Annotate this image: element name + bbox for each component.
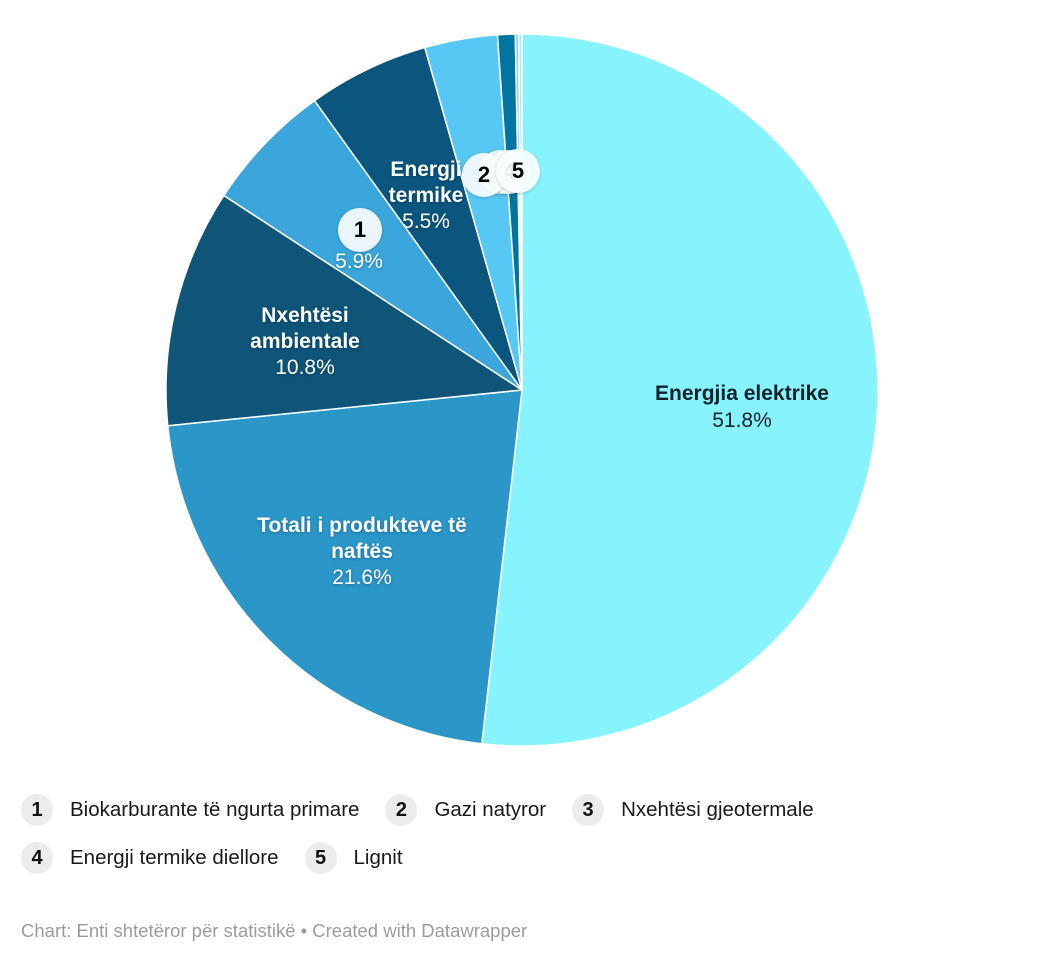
legend-label: Lignit xyxy=(353,846,403,869)
legend-label: Nxehtësi gjeotermale xyxy=(621,798,814,821)
legend-item-nxehtesi-gjeotermale: 3 Nxehtësi gjeotermale xyxy=(572,794,814,826)
pie-slice-3[interactable] xyxy=(165,194,523,427)
legend-number-2: 2 xyxy=(385,794,418,826)
legend-row-2: 4 Energji termike diellore 5 Lignit xyxy=(21,842,814,874)
legend-label: Gazi natyror xyxy=(434,798,547,821)
legend-item-lignit: 5 Lignit xyxy=(304,842,403,874)
pie-slice-1[interactable] xyxy=(481,33,879,747)
slice-marker-1: 1 xyxy=(338,208,382,252)
pie-chart xyxy=(165,33,879,747)
legend-number-5: 5 xyxy=(304,842,337,874)
pie-slice-9[interactable] xyxy=(517,33,523,391)
slice-marker-5: 5 xyxy=(496,149,540,193)
legend-number-4: 4 xyxy=(21,842,53,874)
legend-item-gazi-natyror: 2 Gazi natyror xyxy=(385,794,546,826)
legend-row-1: 1 Biokarburante të ngurta primare 2 Gazi… xyxy=(21,794,814,826)
legend-number-1: 1 xyxy=(21,794,53,826)
legend-label: Biokarburante të ngurta primare xyxy=(70,798,360,821)
legend-item-energji-termike-diellore: 4 Energji termike diellore xyxy=(21,842,279,874)
chart-footer: Chart: Enti shtetëror për statistikë • C… xyxy=(21,920,528,941)
legend-label: Energji termike diellore xyxy=(70,846,279,869)
legend: 1 Biokarburante të ngurta primare 2 Gazi… xyxy=(21,794,814,874)
legend-item-biokarburante: 1 Biokarburante të ngurta primare xyxy=(21,794,359,826)
legend-number-3: 3 xyxy=(572,794,605,826)
pie-slice-2[interactable] xyxy=(167,389,523,745)
